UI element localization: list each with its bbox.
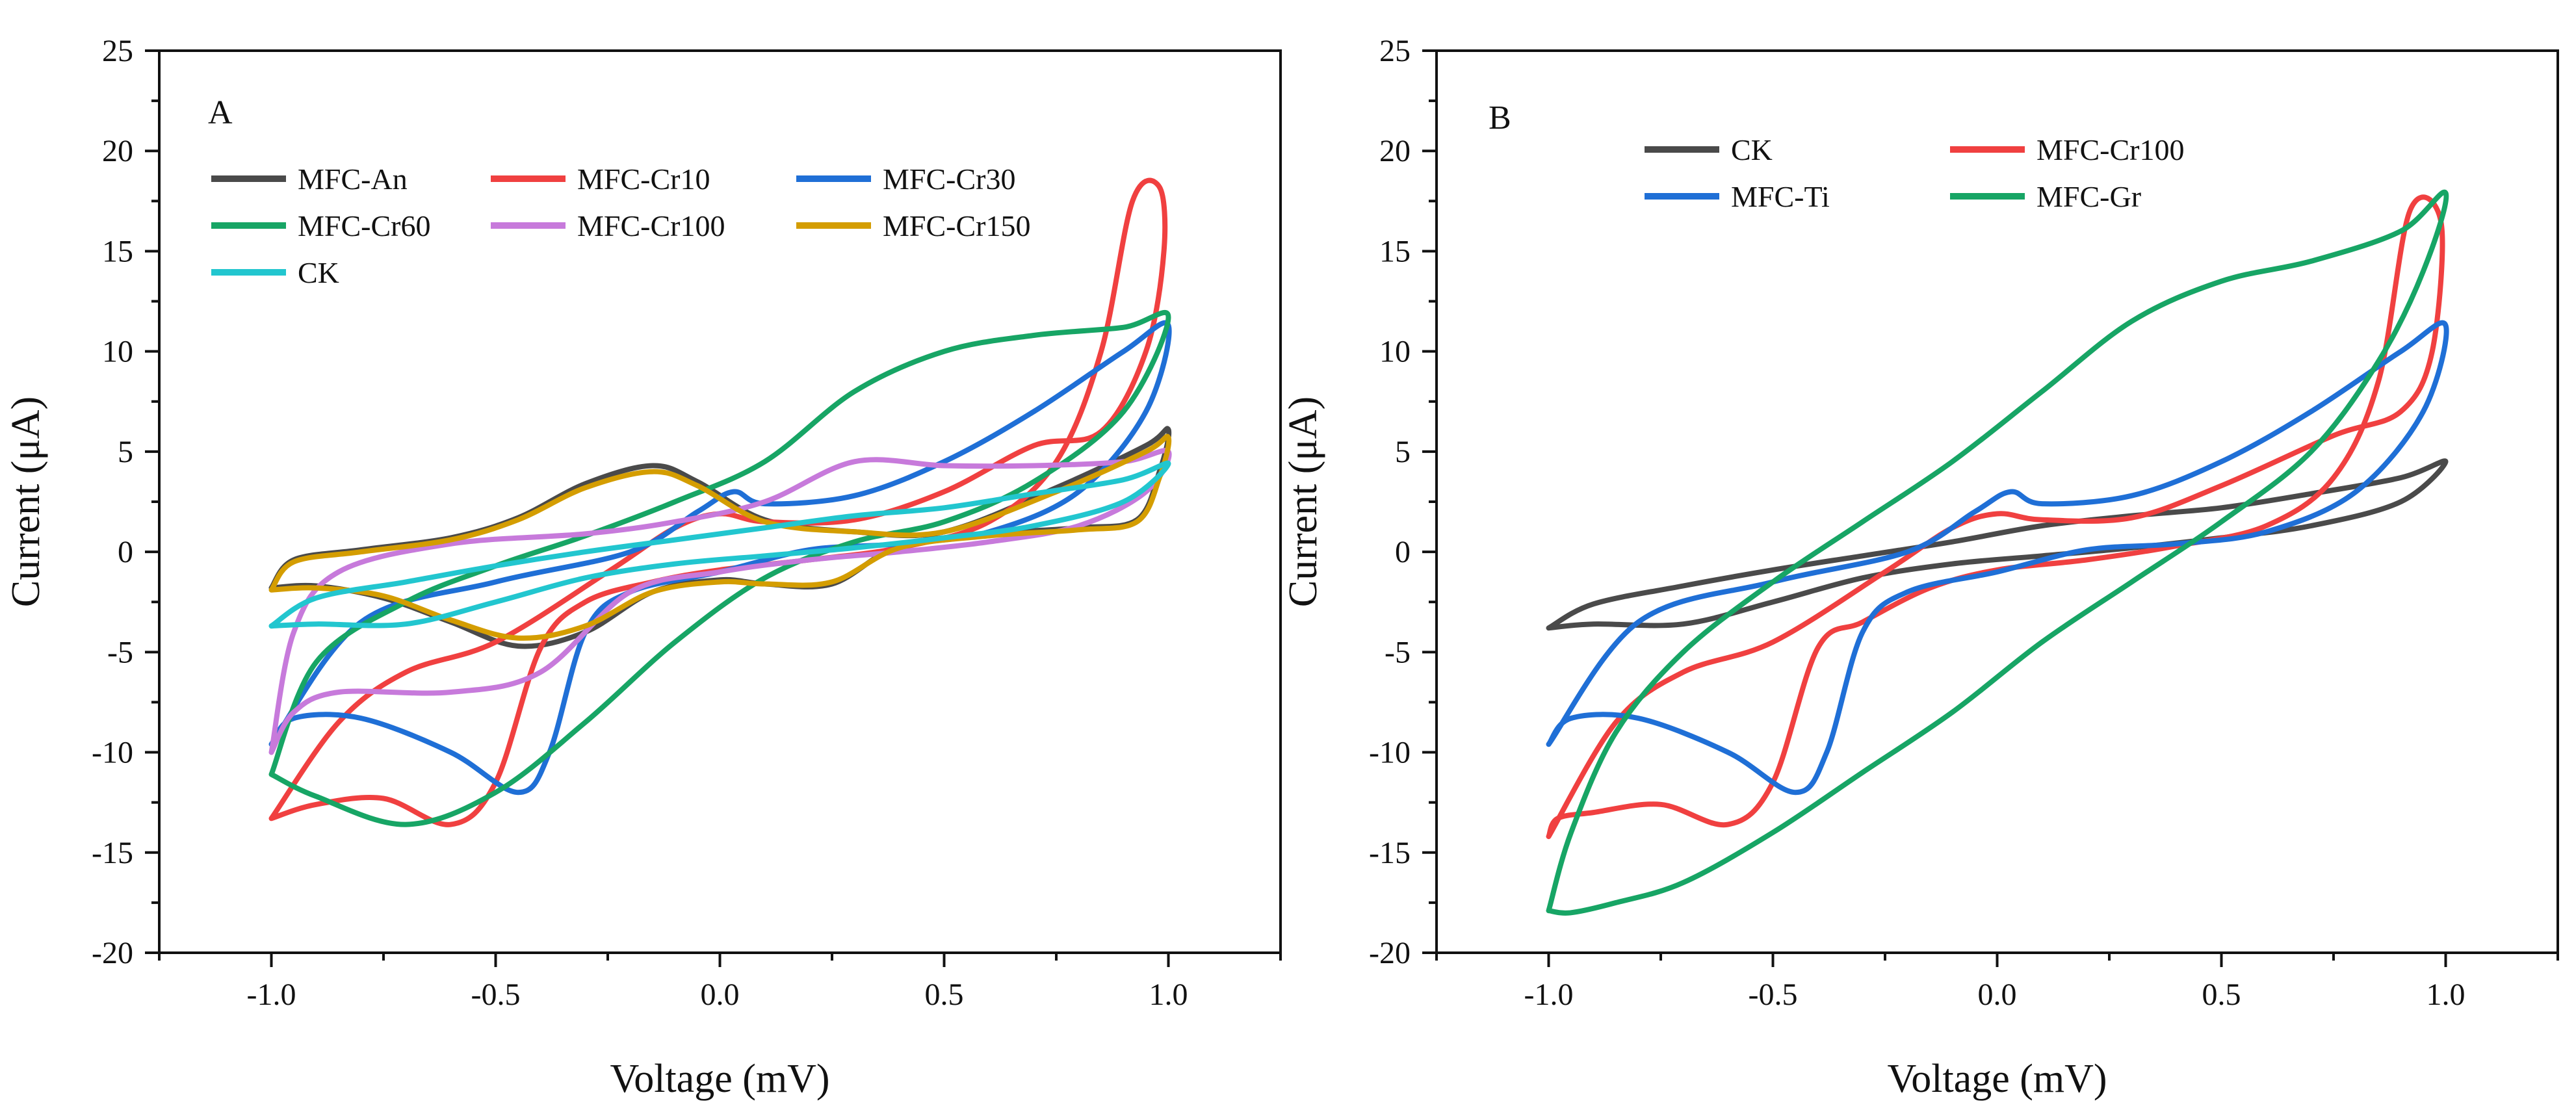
x-tick-label: -0.5 <box>1749 977 1798 1012</box>
y-tick-label: -20 <box>92 936 133 970</box>
legend-label: MFC-Gr <box>2036 180 2141 213</box>
plot-frame <box>1435 49 2559 954</box>
y-tick-label: 10 <box>102 335 133 369</box>
legend-label: MFC-Cr150 <box>883 209 1030 242</box>
series-line-mfc-cr100 <box>1546 194 2445 840</box>
legend-label: MFC-Cr100 <box>2036 133 2184 166</box>
legend-label: CK <box>1731 133 1773 166</box>
y-tick-label: -10 <box>92 736 133 770</box>
x-axis-title: Voltage (mV) <box>1887 1057 2107 1101</box>
y-tick-label: 5 <box>118 435 133 469</box>
y-tick-label: 25 <box>1379 34 1411 68</box>
series-line-ck <box>268 460 1171 629</box>
y-tick-label: -5 <box>107 635 133 669</box>
y-tick-label: -5 <box>1385 635 1411 669</box>
panel-a: -1.0 -0.5 0.0 0.5 1.0 -20 -15 -10 -5 0 5 10 15 20 25 Vo… <box>4 34 1282 1101</box>
x-tick-label: 0.0 <box>701 977 740 1012</box>
panel-label: A <box>208 94 233 131</box>
y-tick-label: -10 <box>1369 736 1411 770</box>
x-tick-label: 0.5 <box>2202 977 2241 1012</box>
series-line-mfc-gr <box>1546 189 2449 916</box>
y-tick-label: 20 <box>102 134 133 168</box>
y-tick-label: 15 <box>1379 234 1411 268</box>
y-axis-title: Current (μA) <box>1281 396 1325 607</box>
x-tick-label: 0.5 <box>925 977 964 1012</box>
series-line-mfc-cr30 <box>268 320 1172 795</box>
y-tick-label: -15 <box>92 836 133 870</box>
legend-label: MFC-Cr30 <box>883 162 1015 196</box>
x-axis-title: Voltage (mV) <box>610 1057 829 1101</box>
series-line-ck <box>1546 458 2449 631</box>
x-tick-label: -1.0 <box>247 977 296 1012</box>
legend-label: MFC-Ti <box>1731 180 1830 213</box>
y-tick-label: -15 <box>1369 836 1411 870</box>
y-tick-label: 15 <box>102 234 133 268</box>
y-tick-label: -20 <box>1369 936 1411 970</box>
panel-b: -1.0 -0.5 0.0 0.5 1.0 -20 -15 -10 -5 0 5 10 15 20 25 Vo… <box>1281 34 2559 1101</box>
y-tick-label: 0 <box>118 535 133 569</box>
y-tick-label: 5 <box>1395 435 1411 469</box>
legend-label: MFC-Cr10 <box>577 162 710 196</box>
series-line-mfc-ti <box>1546 320 2449 795</box>
x-tick-label: -1.0 <box>1524 977 1574 1012</box>
y-tick-label: 20 <box>1379 134 1411 168</box>
panel-label: B <box>1489 99 1511 136</box>
legend-label: MFC-An <box>298 162 408 196</box>
x-tick-label: 1.0 <box>1149 977 1188 1012</box>
x-tick-label: 0.0 <box>1978 977 2017 1012</box>
series-line-mfc-cr60 <box>268 309 1171 827</box>
legend-label: MFC-Cr100 <box>577 209 725 242</box>
y-tick-label: 0 <box>1395 535 1411 569</box>
y-axis-title: Current (μA) <box>4 396 48 607</box>
legend-label: CK <box>298 256 339 289</box>
y-tick-label: 10 <box>1379 335 1411 369</box>
x-tick-label: -0.5 <box>471 977 521 1012</box>
x-tick-label: 1.0 <box>2426 977 2465 1012</box>
y-tick-label: 25 <box>102 34 133 68</box>
legend-label: MFC-Cr60 <box>298 209 430 242</box>
